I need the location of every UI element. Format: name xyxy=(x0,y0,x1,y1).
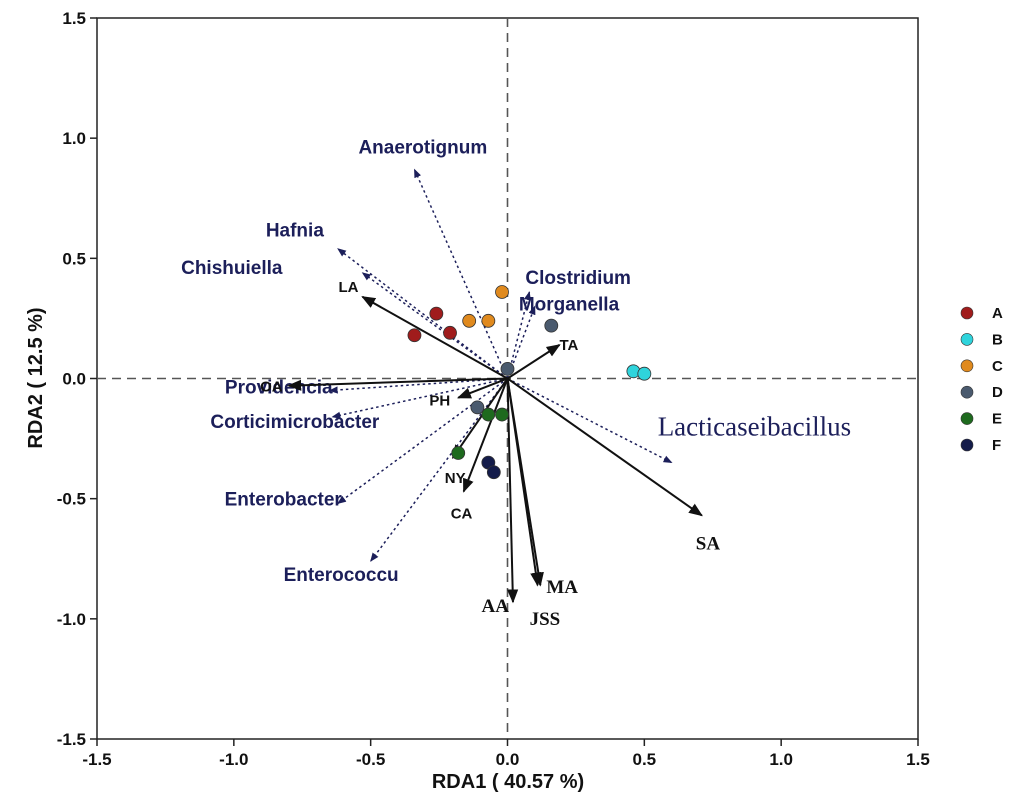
env-label: TA xyxy=(559,337,578,354)
sample-point-D xyxy=(500,361,515,376)
legend-swatch-A xyxy=(960,306,974,320)
legend-label-C: C xyxy=(992,358,1003,375)
env-arrow xyxy=(506,344,561,380)
species-label: Enterobacter xyxy=(225,489,343,510)
env-arrow xyxy=(506,378,542,587)
env-label: NY xyxy=(445,470,466,487)
species-label: Providencia xyxy=(225,378,333,399)
sample-point-C xyxy=(481,313,496,328)
species-label: Chishuiella xyxy=(181,258,283,279)
env-arrow xyxy=(506,377,703,517)
species-arrow xyxy=(328,377,508,394)
species-arrow xyxy=(507,377,673,464)
sample-point-C xyxy=(495,285,509,299)
x-tick-label: 1.5 xyxy=(906,750,930,769)
sample-point-B xyxy=(637,366,652,381)
env-arrow xyxy=(462,378,509,493)
legend-label-D: D xyxy=(992,384,1003,401)
species-label: Anaerotignum xyxy=(358,137,487,158)
species-label: Lacticaseibacillus xyxy=(658,412,851,442)
species-label: Corticimicrobacter xyxy=(210,412,380,433)
species-arrow xyxy=(361,272,508,380)
legend-swatch-E xyxy=(960,412,974,425)
legend-swatch-D xyxy=(960,385,974,399)
species-arrow xyxy=(413,168,509,379)
y-tick-label: -1.5 xyxy=(57,730,86,749)
env-label: CA xyxy=(451,505,473,522)
species-arrow xyxy=(506,291,531,379)
sample-point-A xyxy=(443,325,457,340)
species-label: Enterococcu xyxy=(284,565,399,586)
species-arrow xyxy=(337,377,508,505)
x-tick-label: -0.5 xyxy=(356,750,385,769)
sample-point-D xyxy=(470,400,485,415)
sample-point-F xyxy=(486,465,501,480)
legend-swatch-B xyxy=(960,333,974,346)
env-label: AA xyxy=(482,596,510,617)
y-axis-title: RDA2 ( 12.5 %) xyxy=(25,307,47,448)
env-arrow xyxy=(287,377,508,391)
legend-label-E: E xyxy=(992,411,1002,428)
env-arrow xyxy=(456,377,508,399)
legend-label-A: A xyxy=(992,305,1003,322)
env-arrow xyxy=(361,295,508,380)
species-label: Morganella xyxy=(519,294,620,315)
species-arrow xyxy=(331,377,508,419)
y-tick-label: 1.0 xyxy=(62,129,86,148)
y-tick-label: -1.0 xyxy=(57,610,86,629)
legend-swatch-C xyxy=(960,359,974,373)
env-label: SA xyxy=(696,533,721,554)
legend-label-B: B xyxy=(992,331,1003,348)
env-label: PH xyxy=(429,393,450,410)
species-label: Clostridium xyxy=(525,268,631,289)
sample-point-D xyxy=(544,318,559,333)
sample-point-C xyxy=(462,313,477,328)
species-arrow xyxy=(337,248,508,380)
x-tick-label: -1.5 xyxy=(82,750,111,769)
x-tick-label: 0.0 xyxy=(496,750,520,769)
legend-swatch-F xyxy=(960,438,974,452)
sample-point-A xyxy=(407,328,422,343)
sample-point-E xyxy=(495,407,509,422)
x-tick-label: 1.0 xyxy=(769,750,793,769)
sample-point-E xyxy=(451,446,466,460)
y-tick-label: 1.5 xyxy=(62,9,86,28)
env-label: OA xyxy=(260,379,283,396)
species-label: Hafnia xyxy=(266,221,325,242)
x-tick-label: -1.0 xyxy=(219,750,248,769)
x-axis-title: RDA1 ( 40.57 %) xyxy=(432,771,584,793)
env-arrow xyxy=(451,377,509,459)
env-label: JSS xyxy=(530,609,561,630)
sample-point-A xyxy=(429,306,444,321)
x-tick-label: 0.5 xyxy=(633,750,657,769)
env-label: MA xyxy=(546,577,578,598)
sample-point-E xyxy=(481,407,496,422)
y-tick-label: 0.0 xyxy=(62,370,86,389)
env-label: LA xyxy=(338,279,358,296)
y-tick-label: 0.5 xyxy=(62,249,86,268)
legend-label-F: F xyxy=(992,437,1001,454)
y-tick-label: -0.5 xyxy=(57,490,86,509)
